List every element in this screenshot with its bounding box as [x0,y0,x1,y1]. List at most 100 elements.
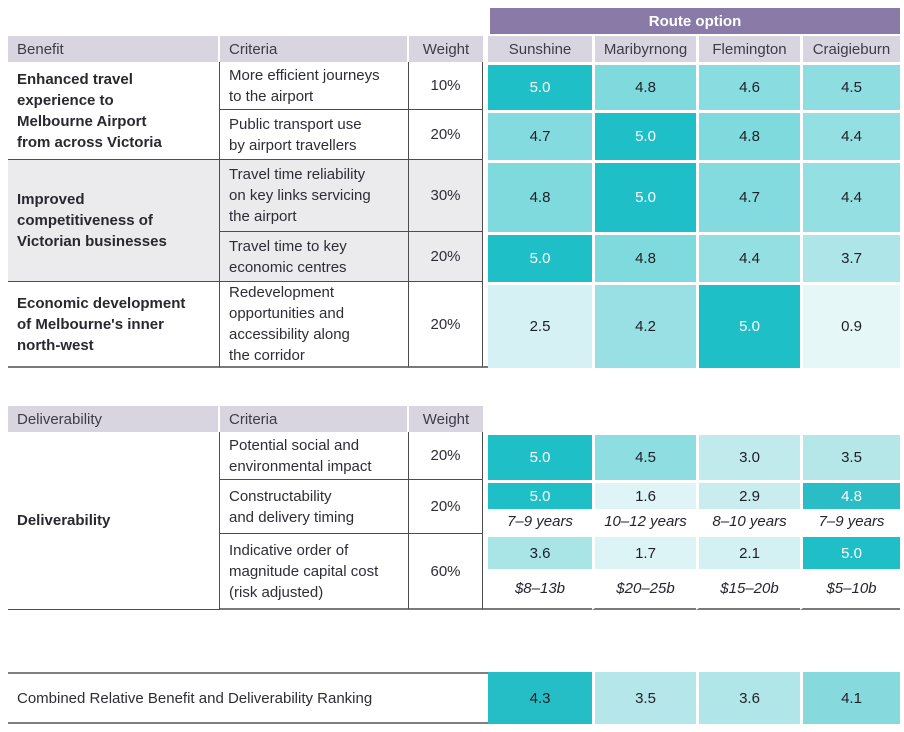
delivery-timing-note: 8–10 years [712,513,787,530]
blank-header [696,406,800,432]
score-cell: 3.5 [800,432,900,480]
benefit-table: Benefit Criteria Weight Sunshine Maribyr… [8,36,900,368]
weight-cell: 20% [409,232,483,282]
route-header-craigieburn: Craigieburn [800,36,900,62]
criteria-column-header: Criteria [220,36,409,62]
score-cell: 4.7 [488,110,592,160]
criteria-cell: More efficient journeys to the airport [220,62,409,110]
blank-header [800,406,900,432]
score-value: 1.7 [595,537,696,569]
score-with-note-cell: 2.1 $15–20b [696,534,800,610]
gap-cell [483,480,488,534]
score-with-note-cell: 3.6 $8–13b [488,534,592,610]
gap-cell [483,62,488,110]
score-cell: 5.0 [488,432,592,480]
combined-score-cell: 4.1 [800,672,900,724]
capital-cost-note: $8–13b [514,580,566,597]
score-cell: 4.8 [592,62,696,110]
delivery-timing-note: 10–12 years [604,513,687,530]
criteria-column-header: Criteria [220,406,409,432]
score-cell: 4.4 [800,160,900,232]
score-value: 5.0 [488,483,592,509]
table-row: Constructability and delivery timing 20%… [8,480,900,534]
blank-header [592,406,696,432]
table-row: Travel time to key economic centres 20% … [8,232,900,282]
score-cell: 4.6 [696,62,800,110]
weight-column-header: Weight [409,36,483,62]
score-cell: 3.0 [696,432,800,480]
score-with-note-cell: 1.6 10–12 years [592,480,696,534]
gap-cell [483,110,488,160]
weight-cell: 20% [409,480,483,534]
weight-cell: 10% [409,62,483,110]
combined-score-cell: 4.3 [488,672,592,724]
weight-cell: 60% [409,534,483,610]
score-cell: 4.8 [488,160,592,232]
gap-cell [483,160,488,232]
combined-score-cell: 3.5 [592,672,696,724]
benefit-column-header: Benefit [8,36,220,62]
score-cell: 4.5 [592,432,696,480]
criteria-cell: Travel time to key economic centres [220,232,409,282]
benefit-group-enhanced-travel: Enhanced travel experience to Melbourne … [8,62,220,160]
score-cell: 0.9 [800,282,900,368]
score-cell: 4.2 [592,282,696,368]
criteria-cell: Travel time reliability on key links ser… [220,160,409,232]
delivery-timing-note: 7–9 years [818,513,885,530]
score-value: 4.8 [803,483,900,509]
criteria-cell: Potential social and environmental impac… [220,432,409,480]
benefit-group-economic-development: Economic development of Melbourne's inne… [8,282,220,368]
delivery-timing-note: 7–9 years [507,513,573,530]
capital-cost-note: $5–10b [826,580,877,597]
score-value: 1.6 [595,483,696,509]
combined-ranking-row: Combined Relative Benefit and Deliverabi… [8,672,900,724]
capital-cost-note: $20–25b [616,580,675,597]
weight-cell: 20% [409,110,483,160]
score-value: 2.1 [699,537,800,569]
weight-column-header: Weight [409,406,483,432]
score-cell: 4.7 [696,160,800,232]
score-cell: 5.0 [592,160,696,232]
score-with-note-cell: 2.9 8–10 years [696,480,800,534]
score-with-note-cell: 4.8 7–9 years [800,480,900,534]
score-value: 5.0 [803,537,900,569]
gap-cell [483,282,488,368]
capital-cost-note: $15–20b [720,580,779,597]
table-row: Enhanced travel experience to Melbourne … [8,62,900,160]
combined-ranking-label: Combined Relative Benefit and Deliverabi… [8,672,488,724]
blank-header [488,406,592,432]
score-cell: 4.5 [800,62,900,110]
table-row: Indicative order of magnitude capital co… [8,534,900,610]
criteria-cell: Constructability and delivery timing [220,480,409,534]
score-cell: 5.0 [488,232,592,282]
weight-cell: 30% [409,160,483,232]
deliverability-table-header-row: Deliverability Criteria Weight [8,406,900,432]
table-row: Deliverability Potential social and envi… [8,432,900,610]
score-with-note-cell: 5.0 $5–10b [800,534,900,610]
gap-cell [483,534,488,610]
criteria-cell: Redevelopment opportunities and accessib… [220,282,409,368]
criteria-cell: Public transport use by airport travelle… [220,110,409,160]
score-cell: 4.8 [592,232,696,282]
gap-cell [483,432,488,480]
score-cell: 2.5 [488,282,592,368]
score-cell: 5.0 [696,282,800,368]
benefit-table-header-row: Benefit Criteria Weight Sunshine Maribyr… [8,36,900,62]
score-cell: 4.4 [800,110,900,160]
route-header-sunshine: Sunshine [488,36,592,62]
score-cell: 5.0 [488,62,592,110]
benefit-group-competitiveness: Improved competitiveness of Victorian bu… [8,160,220,282]
combined-score-cell: 3.6 [696,672,800,724]
score-value: 2.9 [699,483,800,509]
score-value: 3.6 [488,537,592,569]
deliverability-table: Deliverability Criteria Weight Deliverab… [8,406,900,610]
table-row: Improved competitiveness of Victorian bu… [8,160,900,282]
weight-cell: 20% [409,282,483,368]
deliverability-group-cell: Deliverability [8,432,220,610]
score-cell: 5.0 [592,110,696,160]
criteria-cell: Indicative order of magnitude capital co… [220,534,409,610]
gap-cell [483,232,488,282]
table-row: Public transport use by airport travelle… [8,110,900,160]
table-row: Economic development of Melbourne's inne… [8,282,900,368]
